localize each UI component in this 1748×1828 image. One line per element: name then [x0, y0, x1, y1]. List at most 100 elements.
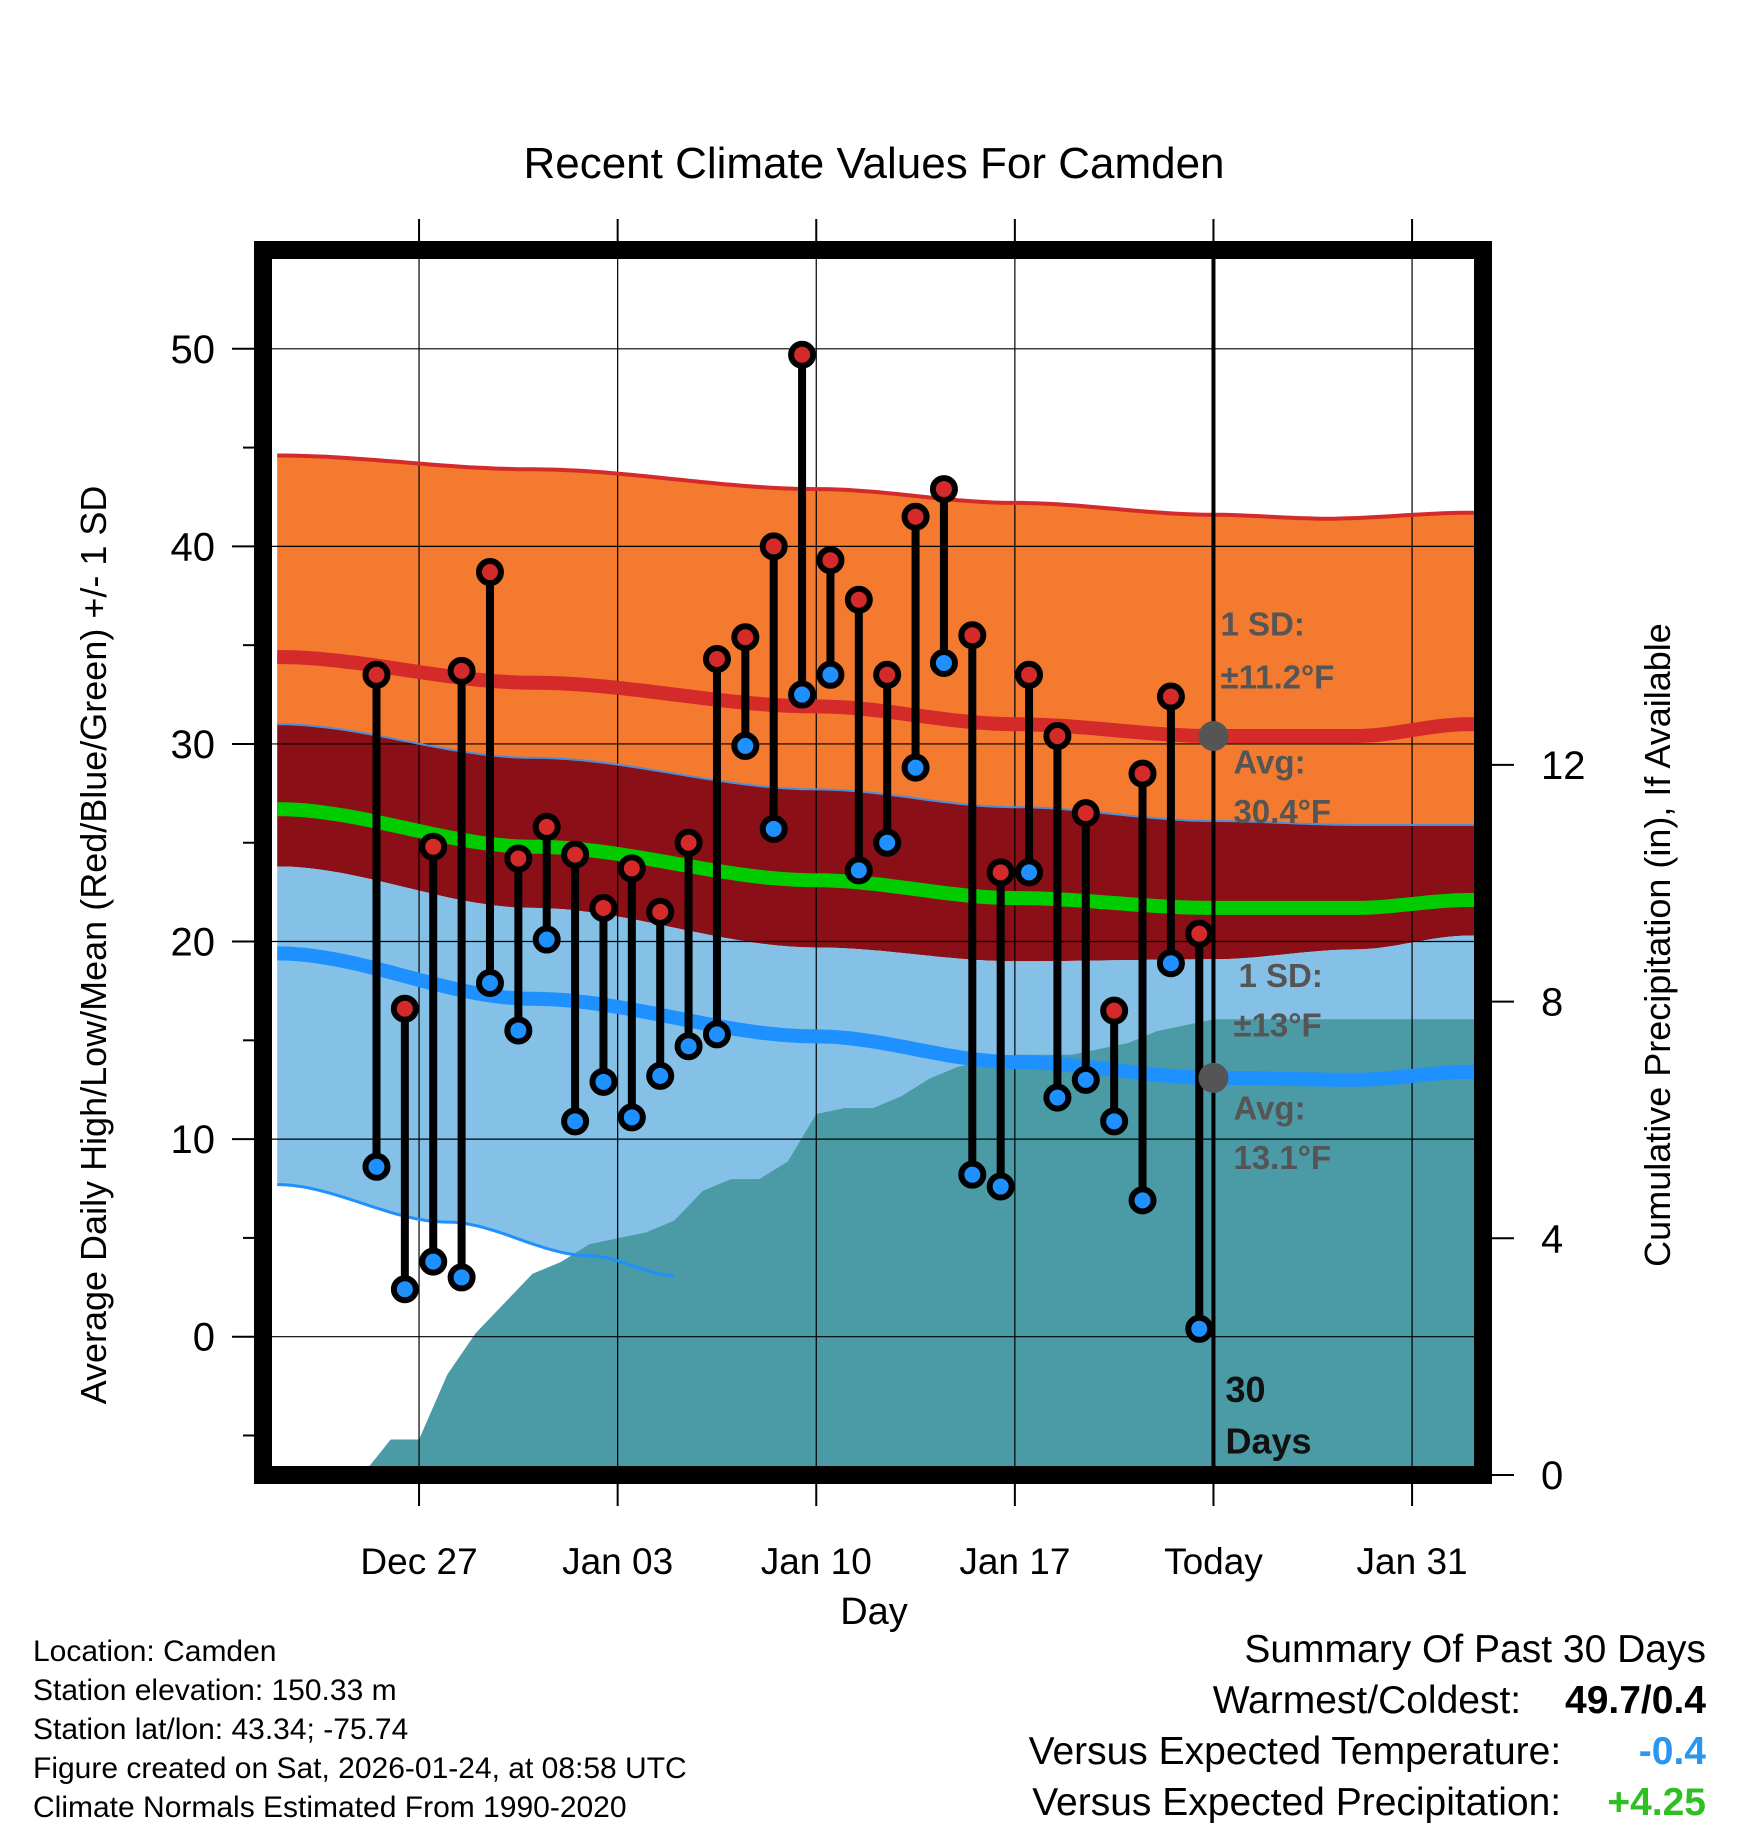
daily-low-point	[504, 1016, 533, 1045]
daily-low-point	[986, 1172, 1015, 1201]
summary-temp: Versus Expected Temperature: -0.4	[1029, 1726, 1706, 1777]
x-axis-label: Day	[840, 1591, 908, 1633]
y-tick-label-left: 30	[171, 723, 216, 767]
daily-high-point	[788, 340, 817, 369]
high-avg-value: 30.4°F	[1233, 793, 1331, 830]
low-avg-value: 13.1°F	[1233, 1139, 1331, 1176]
high-sd-label: 1 SD:	[1220, 605, 1304, 642]
normal-high-today-marker	[1198, 721, 1229, 752]
y-tick-label-right: 8	[1541, 981, 1563, 1025]
daily-low-point	[1071, 1065, 1100, 1094]
plot-area: 1 SD: ±11.2°F Avg: 30.4°F 1 SD: ±13°F Avg: 13.1…	[263, 250, 1483, 1475]
normals-text: Climate Normals Estimated From 1990-2020	[33, 1791, 627, 1824]
daily-high-point	[1071, 799, 1100, 828]
normal-low-line	[277, 946, 1483, 1087]
low-sd-label: 1 SD:	[1238, 957, 1322, 994]
y-tick-label-right: 4	[1541, 1217, 1563, 1261]
daily-high-point	[504, 844, 533, 873]
daily-low-point	[958, 1160, 987, 1189]
y-tick-label-right: 0	[1541, 1454, 1563, 1498]
daily-high-point	[1156, 682, 1185, 711]
daily-high-point	[901, 502, 930, 531]
y-tick-label-left: 10	[171, 1118, 216, 1162]
daily-low-point	[646, 1061, 675, 1090]
daily-low-point	[589, 1067, 618, 1096]
y-tick-label-left: 20	[171, 921, 216, 965]
daily-high-point	[929, 475, 958, 504]
daily-low-point	[1100, 1107, 1129, 1136]
daily-low-point	[1043, 1083, 1072, 1112]
daily-low-point	[1015, 858, 1044, 887]
daily-high-point	[816, 546, 845, 575]
normal-mean-line	[277, 802, 1483, 915]
daily-high-point	[759, 532, 788, 561]
daily-high-point	[844, 585, 873, 614]
daily-low-point	[731, 731, 760, 760]
plot-frame	[254, 241, 1492, 1484]
summary-title: Summary Of Past 30 Days	[1244, 1628, 1706, 1671]
daily-high-point	[986, 858, 1015, 887]
location-text: Location: Camden	[33, 1635, 277, 1668]
daily-high-point	[390, 994, 419, 1023]
high-sd-value: ±11.2°F	[1220, 659, 1334, 696]
elevation-text: Station elevation: 150.33 m	[33, 1674, 397, 1707]
low-avg-label: Avg:	[1233, 1089, 1305, 1126]
daily-low-point	[901, 753, 930, 782]
daily-high-point	[1185, 919, 1214, 948]
daily-low-point	[816, 660, 845, 689]
daily-high-point	[958, 621, 987, 650]
daily-high-point	[1100, 996, 1129, 1025]
daily-low-point	[674, 1032, 703, 1061]
daily-low-point	[702, 1020, 731, 1049]
daily-low-point	[788, 680, 817, 709]
temp-label: Versus Expected Temperature:	[1028, 1730, 1562, 1773]
daily-low-point	[617, 1103, 646, 1132]
daily-low-point	[873, 828, 902, 857]
y-tick-label-left: 40	[171, 525, 216, 569]
daily-high-point	[589, 893, 618, 922]
daily-high-point	[419, 832, 448, 861]
normal-low-today-marker	[1198, 1062, 1229, 1093]
high-avg-label: Avg:	[1233, 744, 1305, 781]
daily-high-point	[674, 828, 703, 857]
warm-cold-label: Warmest/Coldest:	[1212, 1679, 1522, 1722]
days-word-label: Days	[1225, 1420, 1311, 1461]
daily-low-point	[1156, 949, 1185, 978]
x-tick-label: Jan 17	[959, 1541, 1070, 1582]
daily-high-point	[731, 623, 760, 652]
precip-label: Versus Expected Precipitation:	[1032, 1781, 1562, 1824]
summary-warm-cold: Warmest/Coldest: 49.7/0.4	[1029, 1675, 1706, 1726]
daily-low-point	[844, 856, 873, 885]
y-axis-label-right: Cumulative Precipitation (in), If Availa…	[1637, 623, 1678, 1267]
daily-high-point	[561, 840, 590, 869]
high-plus-sd-line	[277, 453, 1483, 521]
daily-low-point	[447, 1263, 476, 1292]
x-tick-label: Jan 10	[761, 1541, 872, 1582]
normal-high-line	[277, 650, 1483, 743]
daily-low-point	[390, 1275, 419, 1304]
daily-high-point	[1015, 660, 1044, 689]
summary-panel: Summary Of Past 30 Days Warmest/Coldest:…	[1029, 1624, 1706, 1828]
daily-low-point	[475, 969, 504, 998]
days-count-label: 30	[1225, 1369, 1265, 1410]
daily-low-point	[1128, 1186, 1157, 1215]
created-text: Figure created on Sat, 2026-01-24, at 08…	[33, 1752, 687, 1785]
x-tick-label: Jan 03	[562, 1541, 673, 1582]
daily-low-point	[362, 1152, 391, 1181]
x-tick-label: Today	[1164, 1541, 1263, 1582]
daily-low-point	[419, 1247, 448, 1276]
x-tick-label: Dec 27	[360, 1541, 477, 1582]
daily-low-point	[1185, 1314, 1214, 1343]
temp-value: -0.4	[1638, 1730, 1706, 1773]
x-tick-label: Jan 31	[1357, 1541, 1468, 1582]
daily-high-point	[617, 854, 646, 883]
daily-high-point	[873, 660, 902, 689]
high-minus-sd-line	[277, 723, 1483, 826]
y-axis-label-left: Average Daily High/Low/Mean (Red/Blue/Gr…	[73, 486, 114, 1405]
daily-high-point	[532, 812, 561, 841]
y-tick-label-right: 12	[1541, 744, 1586, 788]
station-info: Location: Camden Station elevation: 150.…	[33, 1632, 687, 1827]
low-minus-sd-line	[277, 1183, 675, 1277]
daily-low-point	[929, 648, 958, 677]
